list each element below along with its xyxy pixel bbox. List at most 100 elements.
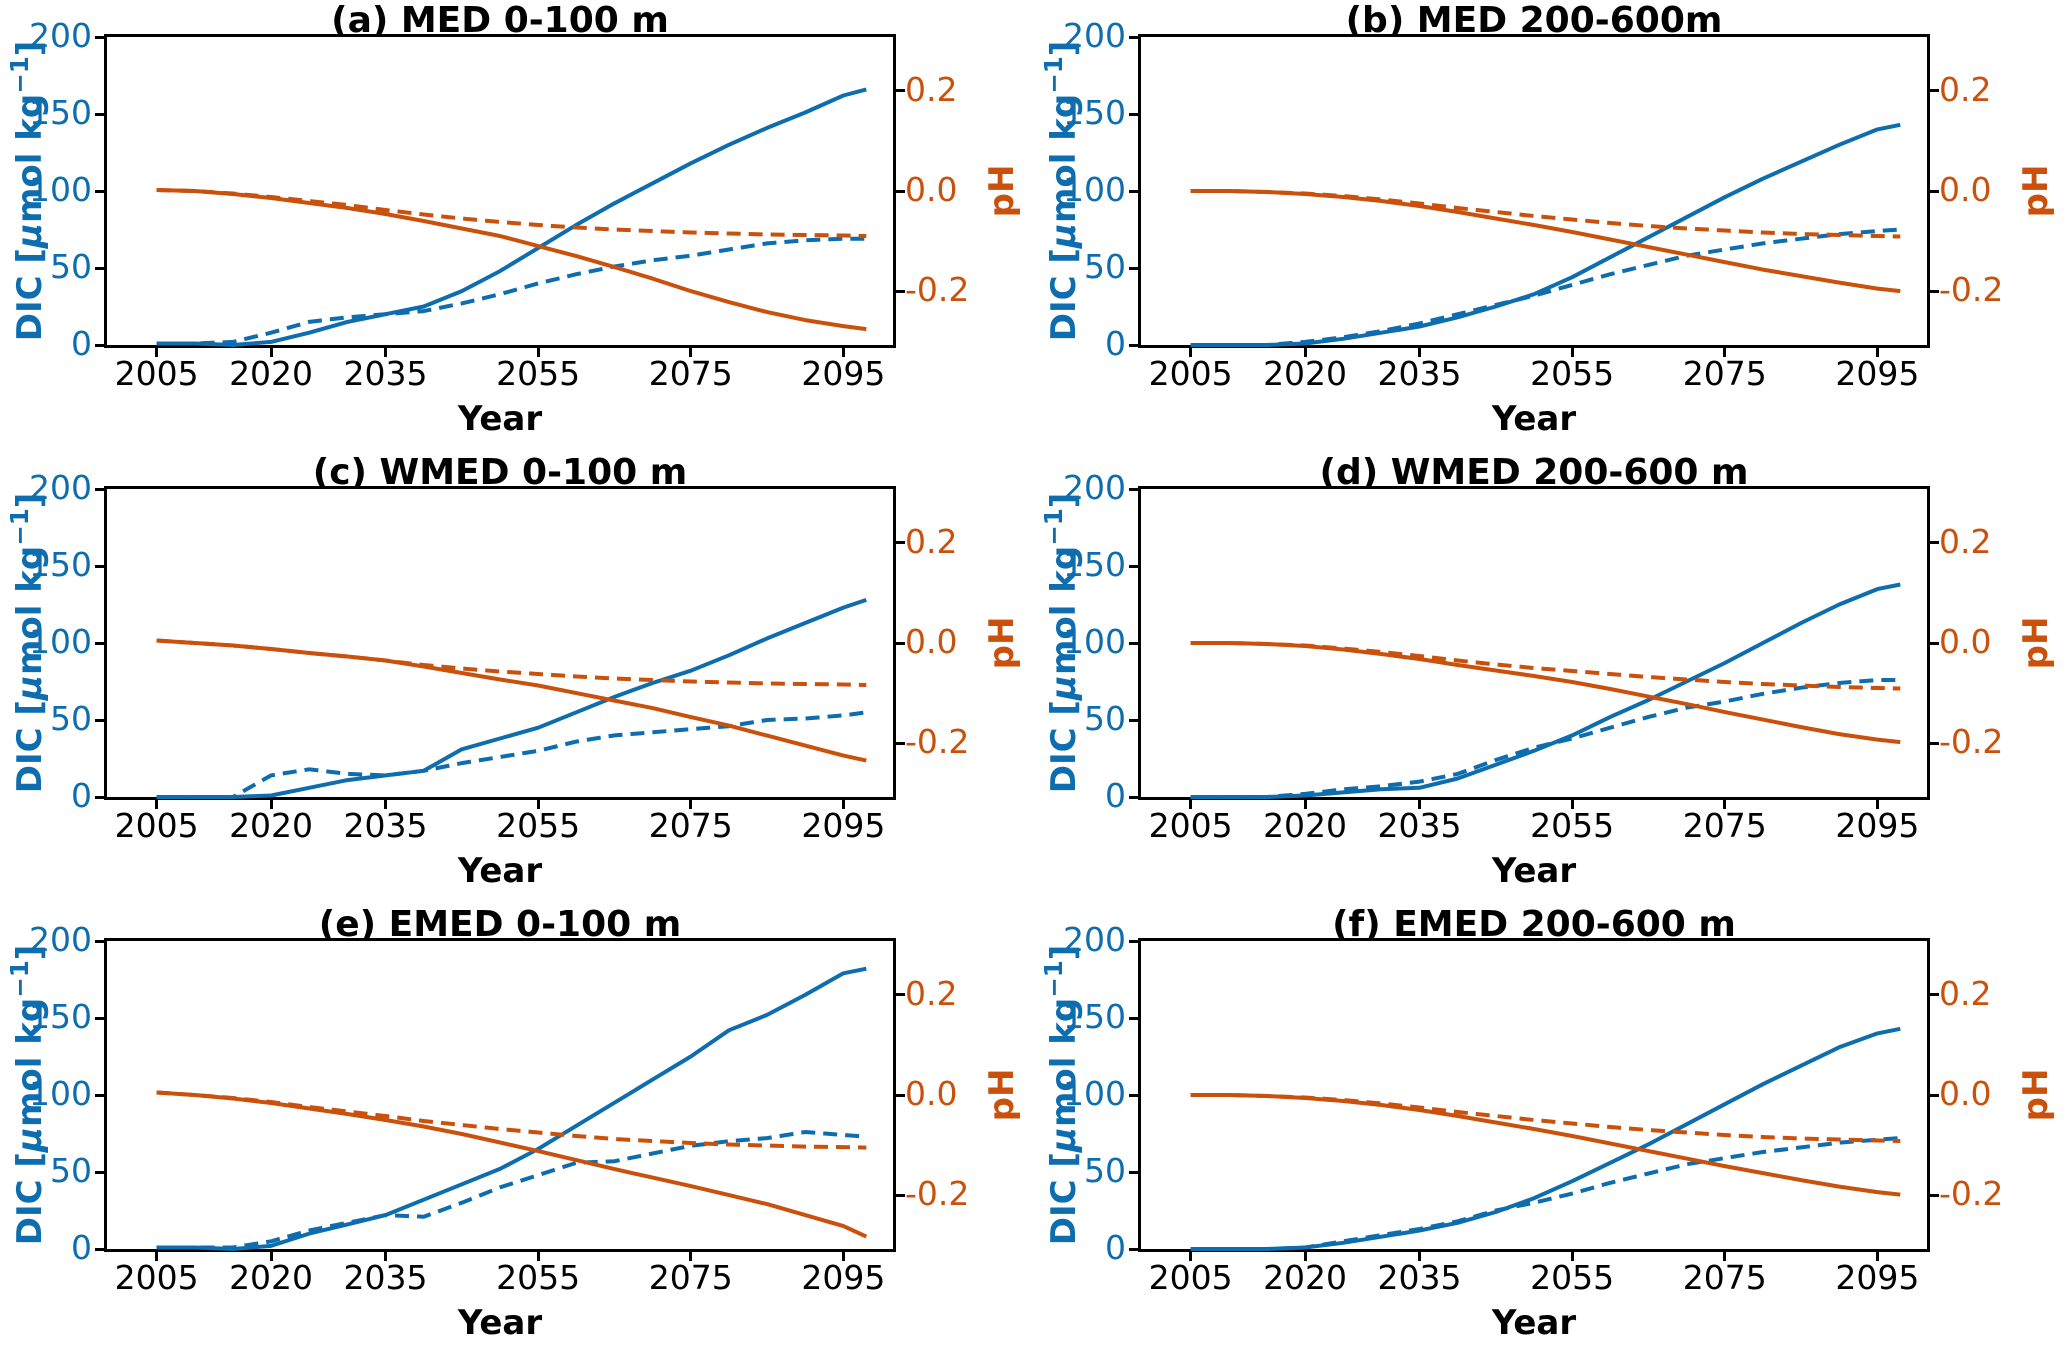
y-axis-label-part: μ: [10, 1127, 50, 1153]
x-tick-label: 2035: [343, 354, 428, 393]
x-tick-mark: [1875, 348, 1879, 357]
y-left-tick-label: 150: [29, 93, 92, 132]
x-axis-label: Year: [1491, 851, 1577, 891]
x-tick-mark: [269, 348, 273, 357]
y-right-tick-mark: [896, 541, 905, 545]
y-axis-label-dic: DIC [μmol kg−1]: [5, 945, 50, 1246]
y-axis-label-dic: DIC [μmol kg−1]: [5, 41, 50, 342]
y-left-tick-label: 50: [1084, 1151, 1126, 1190]
x-tick-label: 2035: [343, 806, 428, 845]
y-right-tick-mark: [1930, 741, 1939, 745]
y-axis-label-part: −1: [4, 960, 34, 998]
x-tick-mark: [1875, 800, 1879, 809]
y-right-tick-mark: [1930, 189, 1939, 193]
chart-lines: [1190, 1026, 1901, 1251]
x-tick-label: 2035: [343, 1258, 428, 1297]
x-tick-mark: [536, 348, 540, 357]
x-axis-label: Year: [457, 1303, 543, 1343]
y-left-tick-mark: [1129, 1093, 1138, 1097]
y-axis-label-part: μ: [10, 223, 50, 249]
y-axis-label-part: μ: [1044, 1127, 1084, 1153]
y-left-tick-mark: [1129, 266, 1138, 270]
panel-f-emed-200-600m: (f) EMED 200-600 m 2005 2020 2035 2055 2075 2…: [1034, 904, 2067, 1355]
y-left-tick-label: 200: [29, 468, 92, 507]
y-axis-label-part: mol kg: [1044, 545, 1084, 676]
y-left-tick-label: 150: [1063, 997, 1126, 1036]
y-left-tick-label: 150: [1063, 93, 1126, 132]
x-tick-mark: [841, 800, 845, 809]
series-dic-dashed: [156, 236, 867, 346]
y-axis-label-ph: pH: [982, 164, 1022, 218]
x-tick-mark: [1303, 1252, 1307, 1261]
y-left-tick-label: 0: [71, 324, 92, 363]
y-right-tick-mark: [1930, 1093, 1939, 1097]
x-axis-label: Year: [457, 851, 543, 891]
y-right-tick-label: 0.0: [1939, 170, 1992, 209]
plot-area: [1138, 34, 1930, 348]
y-left-tick-label: 100: [29, 1074, 92, 1113]
x-tick-label: 2075: [1682, 806, 1767, 845]
y-left-tick-mark: [95, 1093, 104, 1097]
y-left-tick-label: 100: [1063, 622, 1126, 661]
y-right-tick-mark: [896, 741, 905, 745]
y-left-tick-mark: [1129, 112, 1138, 116]
y-right-tick-mark: [896, 641, 905, 645]
y-axis-label-part: μ: [1044, 675, 1084, 701]
plot-area: [1138, 938, 1930, 1252]
y-axis-label-part: −1: [1038, 56, 1068, 94]
y-axis-label-part: mol kg: [10, 545, 50, 676]
y-axis-label-part: DIC [: [1044, 248, 1084, 342]
chart-lines: [156, 598, 867, 799]
y-left-tick-label: 50: [50, 247, 92, 286]
y-right-tick-label: 0.2: [905, 521, 958, 561]
series-ph-solid: [1190, 1093, 1901, 1197]
x-tick-mark: [1189, 1252, 1193, 1261]
y-left-tick-mark: [1129, 35, 1138, 39]
x-tick-label: 2005: [114, 354, 199, 393]
x-tick-label: 2035: [1377, 354, 1462, 393]
y-right-tick-label: 0.2: [905, 973, 958, 1013]
y-axis-label-ph: pH: [2016, 1068, 2056, 1122]
y-axis-label-part: −1: [4, 508, 34, 546]
x-tick-label: 2035: [1377, 1258, 1462, 1297]
x-tick-label: 2075: [1682, 354, 1767, 393]
y-axis-label-part: ]: [1044, 40, 1084, 57]
y-axis-label-part: DIC [: [10, 248, 50, 342]
y-right-tick-label: 0.0: [1939, 1074, 1992, 1113]
x-tick-mark: [269, 1252, 273, 1261]
y-right-tick-mark: [896, 1093, 905, 1097]
x-tick-label: 2095: [1835, 354, 1920, 393]
chart-lines: [1190, 582, 1901, 799]
x-tick-mark: [1570, 800, 1574, 809]
y-right-tick-mark: [896, 1193, 905, 1197]
x-tick-label: 2075: [1682, 1258, 1767, 1297]
x-tick-label: 2005: [114, 806, 199, 845]
x-tick-mark: [689, 348, 693, 357]
y-left-tick-mark: [1129, 795, 1138, 799]
y-left-tick-label: 100: [29, 170, 92, 209]
y-left-tick-label: 200: [29, 920, 92, 959]
x-tick-mark: [1418, 1252, 1422, 1261]
x-tick-mark: [689, 1252, 693, 1261]
x-tick-label: 2075: [648, 1258, 733, 1297]
chart-lines: [1190, 122, 1901, 347]
x-tick-mark: [1723, 348, 1727, 357]
x-tick-mark: [1418, 348, 1422, 357]
series-dic-dashed: [1190, 1136, 1901, 1251]
y-right-tick-mark: [896, 189, 905, 193]
x-tick-mark: [536, 800, 540, 809]
x-tick-mark: [384, 1252, 388, 1261]
series-dic-dashed: [156, 710, 867, 799]
y-right-tick-label: -0.2: [905, 270, 970, 310]
x-tick-label: 2005: [1148, 354, 1233, 393]
y-axis-label-part: ]: [1044, 944, 1084, 961]
x-tick-mark: [536, 1252, 540, 1261]
y-axis-label-part: μ: [10, 675, 50, 701]
x-tick-label: 2055: [1530, 354, 1615, 393]
y-right-tick-mark: [896, 289, 905, 293]
y-left-tick-label: 50: [1084, 699, 1126, 738]
series-ph-dashed: [156, 188, 867, 238]
y-left-tick-mark: [95, 487, 104, 491]
